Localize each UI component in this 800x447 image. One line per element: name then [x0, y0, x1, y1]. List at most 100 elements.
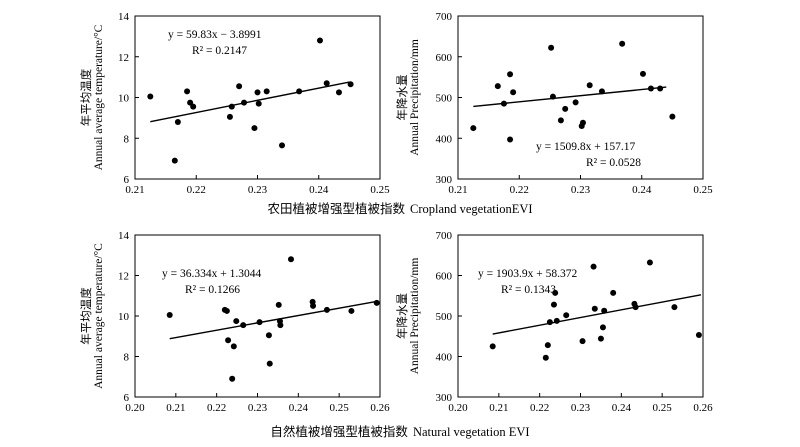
data-point — [228, 103, 235, 110]
data-point — [544, 342, 551, 349]
data-point — [265, 332, 272, 339]
data-point — [166, 311, 173, 318]
data-point — [657, 85, 664, 92]
data-point — [470, 125, 477, 132]
data-point — [557, 117, 564, 124]
data-point — [579, 338, 586, 345]
data-point — [507, 136, 514, 143]
data-point — [187, 99, 194, 106]
data-point — [646, 259, 653, 266]
data-point — [552, 289, 559, 296]
data-point — [310, 302, 317, 309]
data-point — [147, 93, 154, 100]
xlabel-bottom-cn: 自然植被增强型植被指数 — [270, 424, 408, 439]
y-tick-label: 400 — [436, 133, 453, 145]
plot-frame — [457, 234, 704, 398]
data-point — [263, 88, 270, 95]
xlabel-top-en: Cropland vegetationEVI — [410, 202, 533, 216]
data-point — [590, 263, 597, 270]
data-point — [549, 93, 556, 100]
data-point — [190, 103, 197, 110]
data-point — [550, 301, 557, 308]
data-point — [174, 118, 181, 125]
data-point — [619, 40, 626, 47]
x-tick-label: 0.26 — [693, 402, 713, 414]
y-axis-label-cn: 年降水量 — [395, 75, 409, 121]
data-point — [230, 343, 237, 350]
data-point — [598, 88, 605, 95]
regression-line — [169, 300, 377, 340]
data-point — [335, 89, 342, 96]
data-point — [251, 125, 258, 132]
chart-panel-2: 0.21 0.22 0.23 0.24 0.25 300 400 500 600 700 年降水量 A… — [395, 11, 713, 196]
x-tick-label: 0.24 — [612, 402, 632, 414]
y-tick-label: 700 — [436, 11, 453, 23]
r-squared-label: R² = 0.1343 — [501, 284, 556, 296]
regression-line — [492, 294, 702, 335]
data-point — [671, 304, 678, 311]
x-tick-label: 0.22 — [530, 402, 549, 414]
data-point — [563, 312, 570, 319]
data-point — [296, 88, 303, 95]
data-point — [553, 317, 560, 324]
x-tick-label: 0.23 — [571, 402, 591, 414]
y-tick-label: 700 — [436, 230, 453, 242]
data-point — [546, 319, 553, 326]
data-point — [494, 83, 501, 90]
data-point — [599, 324, 606, 331]
y-tick-label: 14 — [118, 230, 130, 242]
data-point — [597, 335, 604, 342]
x-tick-label: 0.21 — [125, 184, 144, 196]
x-tick-label: 0.25 — [330, 402, 350, 414]
regression-equation: y = 36.334x + 1.3044 — [162, 268, 261, 280]
x-tick-label: 0.22 — [207, 402, 226, 414]
chart-panel-4: 0.20 0.21 0.22 0.23 0.24 0.25 0.26 300 400 500 600… — [395, 230, 713, 414]
data-point — [254, 89, 261, 96]
x-tick-label: 0.20 — [448, 402, 468, 414]
data-point — [171, 157, 178, 164]
data-point — [500, 100, 507, 107]
data-point — [323, 306, 330, 313]
data-point — [373, 299, 380, 306]
data-point — [256, 319, 263, 326]
y-tick-label: 600 — [436, 271, 453, 283]
x-tick-label: 0.21 — [448, 184, 467, 196]
y-tick-label: 10 — [118, 311, 130, 323]
y-tick-label: 8 — [124, 352, 130, 364]
xlabel-bottom-en: Natural vegetation EVI — [413, 425, 530, 439]
data-point — [507, 71, 514, 78]
y-axis-label-en: Annual average temperature/°C — [93, 24, 105, 170]
y-tick-label: 500 — [436, 311, 453, 323]
data-point — [275, 301, 282, 308]
xlabel-bottom: 自然植被增强型植被指数 Natural vegetation EVI — [270, 424, 529, 439]
regression-equation: y = 1903.9x + 58.372 — [478, 268, 577, 280]
data-point — [542, 354, 549, 361]
data-point — [632, 304, 639, 311]
data-point — [287, 256, 294, 263]
plot-frame — [457, 15, 704, 180]
data-point — [223, 307, 230, 314]
data-point — [236, 83, 243, 90]
x-tick-label: 0.20 — [125, 402, 145, 414]
regression-equation: y = 1509.8x + 157.17 — [536, 141, 635, 153]
chart-panel-1: 0.21 0.22 0.23 0.24 0.25 6 8 10 12 14 年平均温度 Annual … — [79, 11, 390, 196]
data-point — [241, 99, 248, 106]
x-tick-label: 0.25 — [693, 184, 713, 196]
x-tick-label: 0.25 — [653, 402, 673, 414]
x-tick-label: 0.23 — [248, 184, 268, 196]
y-axis-label-en: Annual Precipitation/mm — [409, 39, 421, 156]
x-tick-label: 0.24 — [632, 184, 652, 196]
xlabel-top: 农田植被增强型植被指数 Cropland vegetationEVI — [267, 201, 532, 216]
regression-line — [150, 81, 350, 123]
x-tick-label: 0.26 — [370, 402, 390, 414]
data-point — [669, 113, 676, 120]
y-tick-label: 300 — [436, 392, 453, 404]
x-tick-label: 0.24 — [309, 184, 329, 196]
r-squared-label: R² = 0.2147 — [192, 45, 247, 57]
data-point — [695, 332, 702, 339]
data-point — [572, 99, 579, 106]
y-tick-label: 500 — [436, 93, 453, 105]
regression-equation: y = 59.83x − 3.8991 — [168, 29, 262, 41]
data-point — [489, 343, 496, 350]
